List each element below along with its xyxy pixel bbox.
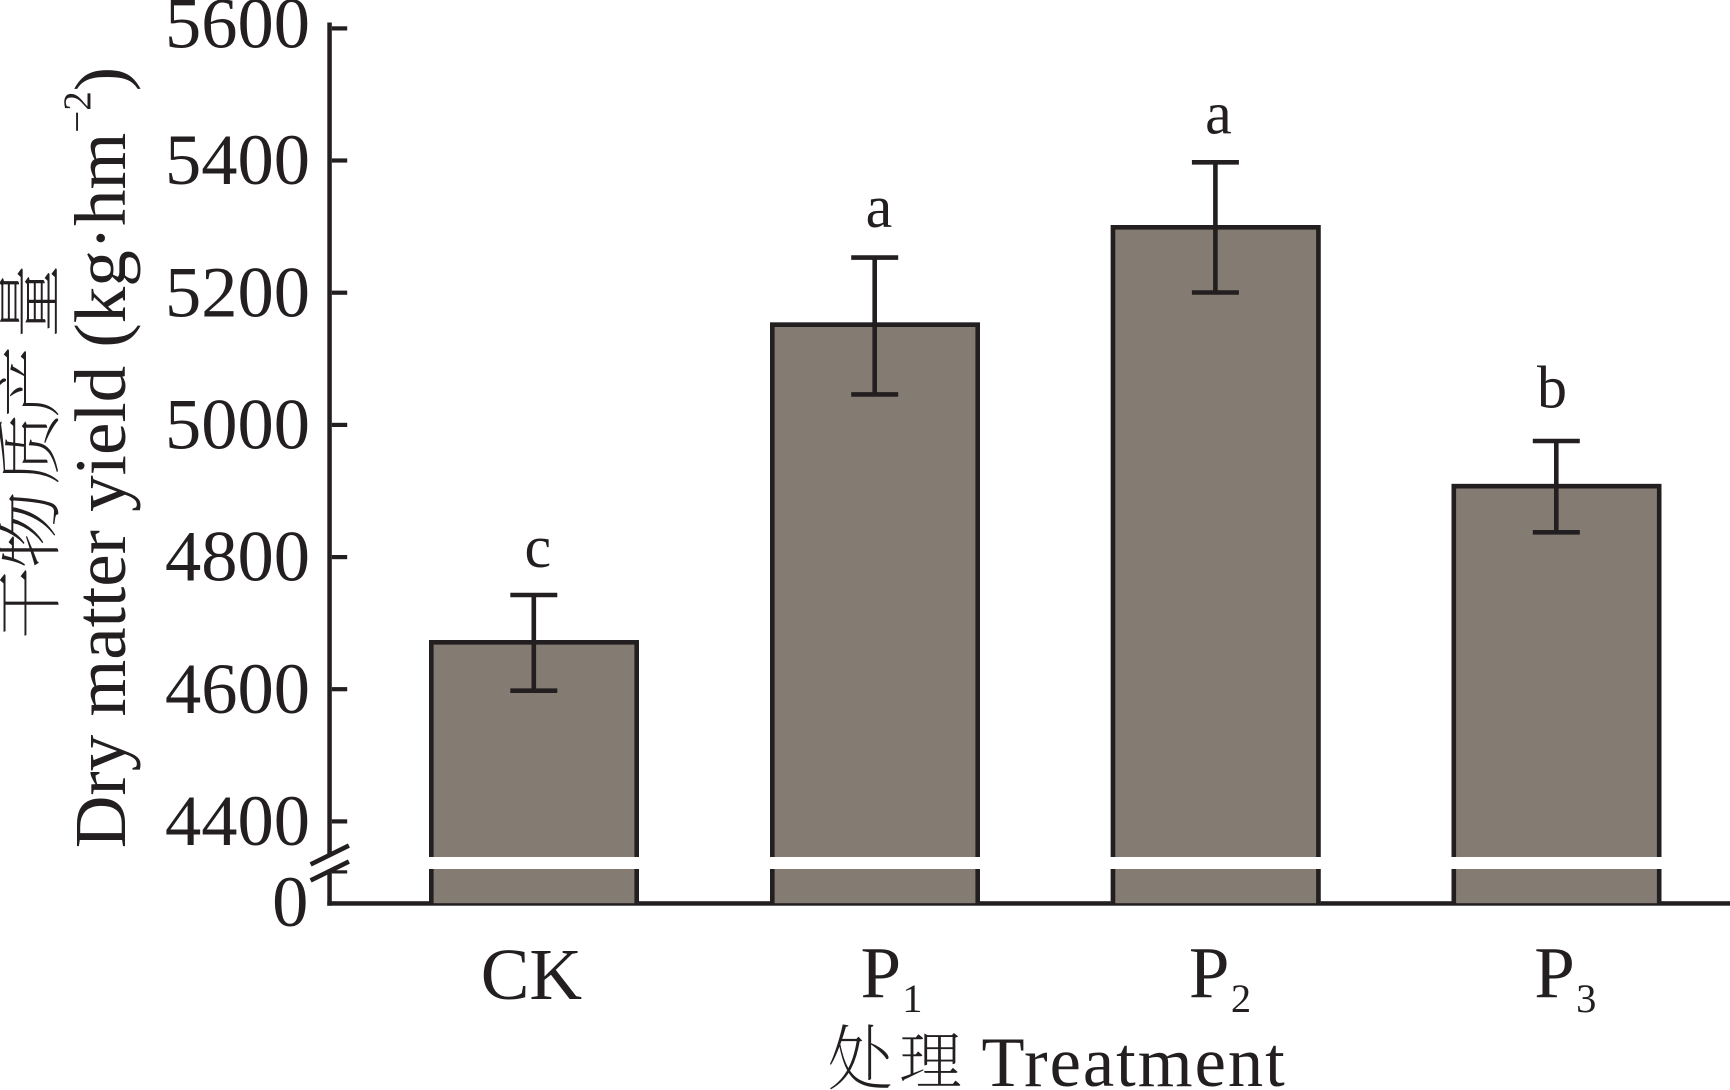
svg-text:P: P [861,933,902,1014]
svg-text:5200: 5200 [165,251,310,332]
svg-text:a: a [1205,81,1232,147]
svg-text:5400: 5400 [165,119,310,200]
svg-text:4400: 4400 [165,780,310,861]
svg-text:CK: CK [481,934,582,1015]
svg-text:2: 2 [1231,976,1251,1021]
svg-text:5000: 5000 [165,384,310,465]
svg-text:Dry matter yield (kg·hm−2): Dry matter yield (kg·hm−2) [56,67,141,848]
svg-text:a: a [866,174,893,240]
svg-text:c: c [524,514,551,580]
svg-text:1: 1 [902,976,922,1021]
svg-text:Treatment: Treatment [982,1024,1287,1090]
svg-text:4800: 4800 [165,516,310,597]
svg-text:P: P [1189,933,1230,1014]
svg-text:b: b [1537,355,1567,421]
svg-text:3: 3 [1576,976,1596,1021]
svg-text:5600: 5600 [165,0,310,64]
svg-text:0: 0 [272,861,308,942]
svg-text:P: P [1534,933,1575,1014]
svg-text:4600: 4600 [165,648,310,729]
